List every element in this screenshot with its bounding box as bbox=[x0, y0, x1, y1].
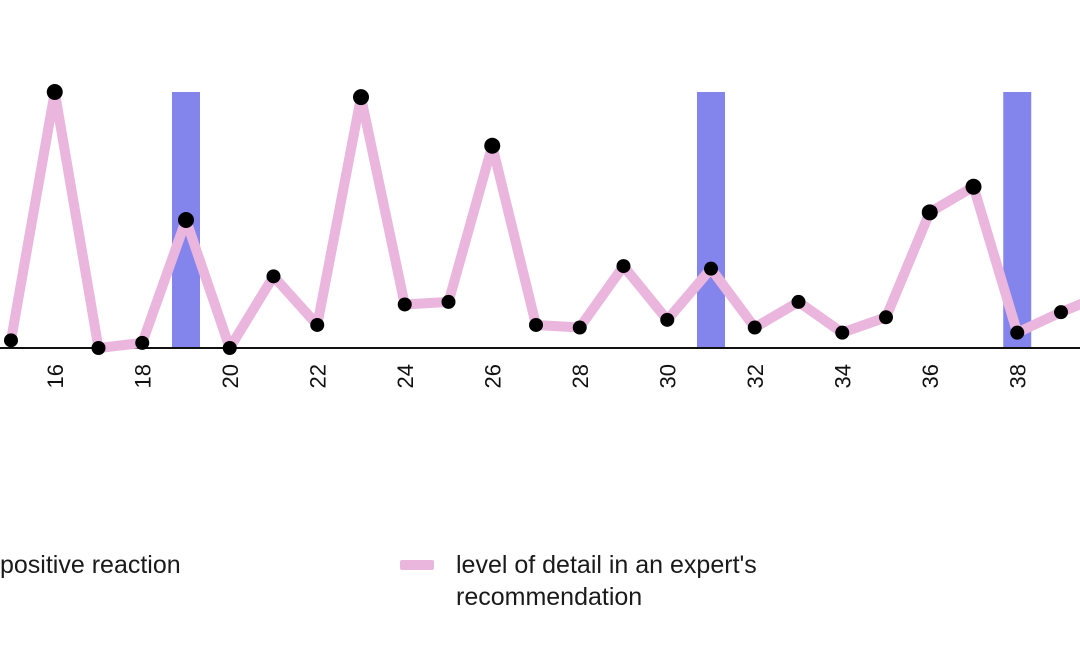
series-point bbox=[791, 294, 806, 309]
positive-reaction-bars bbox=[172, 92, 1032, 348]
series-point bbox=[704, 261, 718, 276]
x-tick-label: 22 bbox=[305, 364, 330, 388]
x-tick-label: 28 bbox=[568, 364, 593, 388]
x-tick-label: 34 bbox=[830, 364, 855, 388]
x-tick-label: 36 bbox=[918, 364, 943, 388]
series-point bbox=[484, 137, 501, 154]
series-point bbox=[747, 320, 762, 335]
series-point bbox=[1054, 305, 1068, 320]
series-point bbox=[310, 317, 325, 332]
series-points bbox=[4, 84, 1068, 355]
series-point bbox=[91, 341, 106, 355]
series-point bbox=[4, 333, 18, 348]
series-point bbox=[921, 204, 938, 221]
series-point bbox=[266, 269, 281, 284]
x-tick-label: 26 bbox=[480, 364, 505, 388]
series-point bbox=[529, 317, 543, 332]
series-point bbox=[46, 84, 63, 100]
legend-swatch-line bbox=[400, 560, 434, 570]
series-point bbox=[965, 178, 982, 195]
series-point bbox=[353, 89, 369, 106]
series-point bbox=[616, 259, 631, 274]
x-tick-label: 24 bbox=[393, 364, 418, 388]
series-point bbox=[441, 294, 456, 309]
legend-item-detail-level: level of detail in an expert's recommend… bbox=[400, 549, 856, 613]
positive-reaction-bar bbox=[697, 92, 725, 348]
series-point bbox=[879, 310, 893, 325]
series-point bbox=[178, 212, 194, 228]
series-point bbox=[835, 325, 850, 340]
legend-label-detail-level: level of detail in an expert's recommend… bbox=[456, 551, 757, 611]
series-line bbox=[6, 87, 1080, 353]
x-tick-label: 32 bbox=[743, 364, 768, 388]
x-tick-label: 30 bbox=[655, 364, 680, 388]
x-tick-labels: 16 18 20 22 24 26 28 30 32 34 36 38 bbox=[43, 364, 1031, 388]
series-point bbox=[222, 341, 237, 355]
series-point bbox=[660, 312, 675, 327]
x-tick-label: 38 bbox=[1005, 364, 1030, 388]
x-tick-label: 20 bbox=[218, 364, 243, 388]
series-point bbox=[397, 297, 412, 312]
series-point bbox=[135, 335, 150, 350]
x-tick-label: 18 bbox=[130, 364, 155, 388]
series-point bbox=[572, 320, 587, 335]
legend-label-positive-reaction: positive reaction bbox=[0, 551, 181, 579]
x-tick-label: 16 bbox=[43, 364, 68, 388]
series-point bbox=[1010, 325, 1025, 340]
legend-item-positive-reaction: positive reaction bbox=[0, 549, 181, 581]
